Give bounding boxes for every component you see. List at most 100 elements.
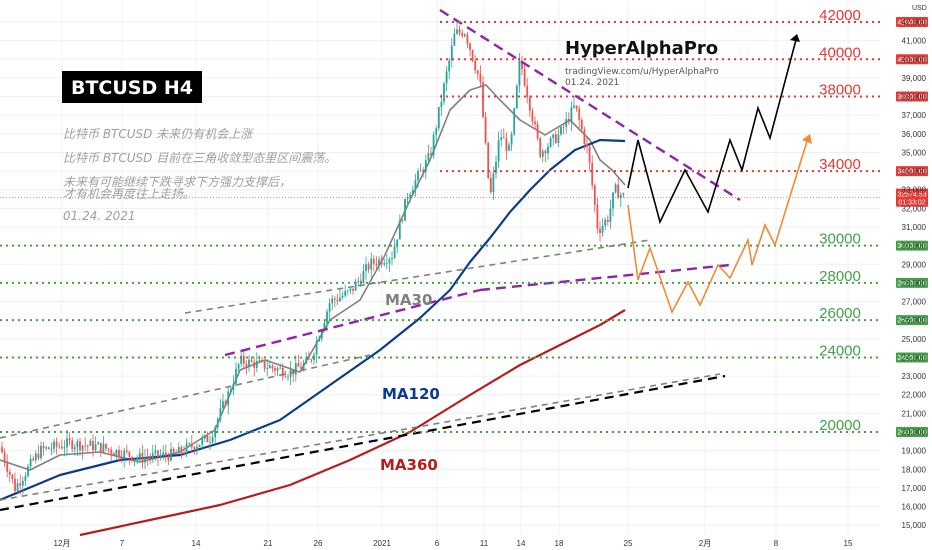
level-badge	[896, 17, 928, 27]
candle-body	[3, 452, 6, 463]
note-date: 01.24. 2021	[63, 209, 136, 223]
candle-body	[144, 457, 146, 463]
candle-body	[315, 341, 318, 355]
level-badge	[896, 277, 928, 288]
candle-body	[544, 151, 547, 154]
candle-body	[180, 446, 183, 453]
candle-body	[229, 389, 232, 392]
level-badge-text: 38000.00	[897, 94, 926, 101]
candle-body	[383, 263, 386, 265]
candle-body	[362, 271, 365, 283]
candle-body	[188, 443, 191, 445]
candle-body	[619, 194, 622, 199]
candle-body	[263, 360, 266, 369]
candle-body	[591, 162, 594, 186]
candle-body	[305, 357, 308, 364]
candle-body	[513, 108, 516, 135]
candle-body	[227, 391, 230, 406]
brand-name: HyperAlphaPro	[565, 38, 718, 59]
level-badge-text: 34000.00	[897, 169, 926, 176]
candle-body	[502, 137, 505, 139]
candle-body	[391, 258, 393, 260]
candle-body	[417, 171, 419, 181]
ma120-label: MA120	[382, 385, 440, 403]
candle-body	[326, 311, 328, 323]
price-tick-label: 19,000	[902, 447, 927, 456]
price-tick-label: 31,000	[902, 223, 927, 232]
candle-body	[596, 204, 599, 229]
candle-body	[32, 458, 35, 461]
candle-body	[476, 70, 479, 75]
candle-body	[554, 134, 557, 143]
candle-body	[367, 264, 370, 270]
price-tick-label: 25,000	[902, 335, 927, 344]
candle-body	[588, 146, 591, 163]
price-tick-label: 29,000	[902, 260, 927, 269]
candle-body	[14, 478, 16, 492]
candle-body	[302, 363, 305, 369]
date-axis-labels: 12月 7 14 21 26 2021 6 11 14 18 25 2月 8 15	[54, 539, 853, 548]
candle-body	[105, 443, 107, 449]
candle-body	[84, 445, 87, 447]
candle-body	[435, 128, 438, 135]
candle-body	[235, 368, 237, 384]
candle-body	[128, 451, 131, 457]
level-badge-text: 28000.00	[897, 280, 926, 287]
candle-body	[125, 450, 128, 452]
candle-body	[370, 258, 373, 270]
price-tick-label: 37,000	[902, 111, 927, 120]
date-tick-label: 25	[624, 539, 633, 548]
candle-body	[190, 443, 193, 448]
candle-body	[497, 139, 500, 162]
date-tick-label: 12月	[54, 539, 71, 548]
note-line-3: 未来有可能继续下跌寻求下方强力支撑后，	[63, 175, 291, 189]
candle-body	[99, 442, 102, 453]
candle-body	[11, 474, 14, 479]
candle-body	[492, 173, 495, 193]
candle-body	[349, 288, 352, 291]
candle-body	[599, 228, 601, 233]
candle-body	[404, 198, 406, 221]
candle-body	[170, 448, 172, 461]
candle-body	[593, 185, 596, 205]
price-tick-label: 23,000	[902, 372, 927, 381]
candle-body	[268, 365, 271, 369]
candle-body	[71, 440, 74, 450]
candle-body	[523, 68, 526, 86]
candle-body	[8, 471, 11, 475]
candle-body	[224, 401, 227, 406]
candle-body	[50, 448, 53, 450]
candle-body	[500, 137, 503, 140]
channel-upper-right	[184, 239, 651, 314]
candle-body	[73, 447, 76, 450]
level-badge	[896, 240, 928, 251]
candle-body	[6, 462, 9, 472]
ma30-label: MA30	[385, 291, 432, 309]
level-label: 20000	[819, 417, 861, 434]
candle-body	[336, 299, 339, 302]
level-badge	[896, 91, 928, 102]
countdown-text: 01:33:02	[898, 200, 925, 207]
candle-body	[323, 322, 326, 331]
candle-body	[274, 368, 276, 371]
candle-body	[515, 85, 518, 109]
symbol-title-box	[62, 71, 202, 103]
candle-body	[115, 449, 118, 456]
date-tick-label: 8	[774, 539, 779, 548]
candle-body	[518, 60, 521, 86]
candle-body	[177, 446, 180, 454]
candle-body	[617, 184, 620, 199]
candle-body	[92, 440, 94, 451]
candle-body	[284, 376, 287, 378]
candle-body	[448, 60, 451, 72]
candle-body	[385, 263, 388, 264]
candle-body	[237, 364, 240, 369]
price-tick-label: 42,000	[902, 18, 927, 27]
candle-body	[214, 427, 217, 438]
candle-body	[86, 445, 89, 447]
candle-body	[536, 124, 539, 139]
candle-body	[159, 455, 162, 457]
candle-body	[151, 453, 154, 459]
